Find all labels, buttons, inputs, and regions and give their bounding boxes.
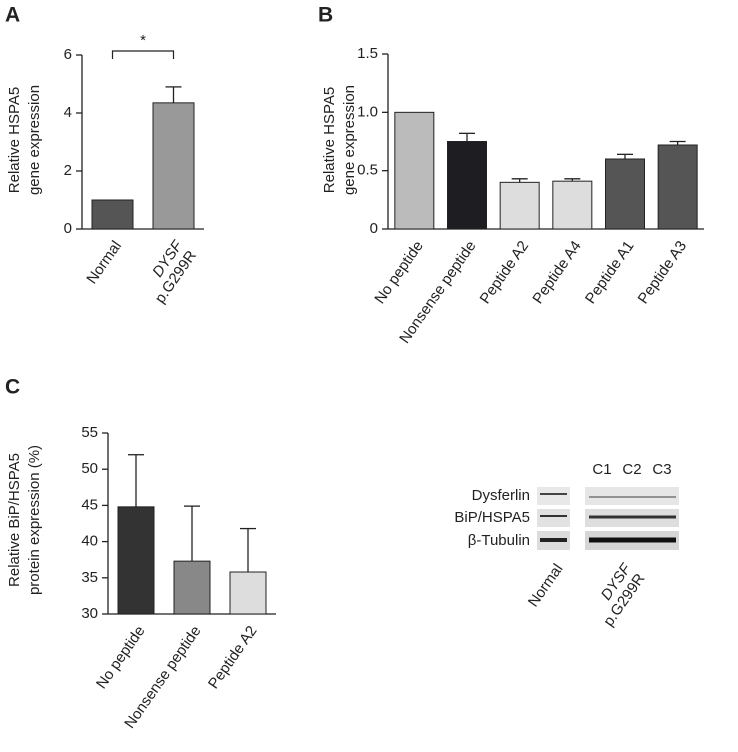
error-bar <box>165 86 182 103</box>
x-tick-label: Peptide A3 <box>635 238 691 307</box>
error-bar <box>669 140 686 145</box>
y-axis-label: gene expression <box>341 85 358 195</box>
blot-row-label: BiP/HSPA5 <box>454 509 530 526</box>
error-bar <box>617 153 633 159</box>
bar <box>173 560 211 615</box>
blot-lane-label: C3 <box>652 461 671 478</box>
bar <box>552 180 593 230</box>
x-tick-label: No peptide <box>371 238 427 307</box>
blot-band <box>537 487 570 505</box>
panel-label: A <box>5 4 20 27</box>
bar <box>91 199 134 230</box>
y-tick-label: 0 <box>64 220 72 237</box>
bar <box>447 141 487 230</box>
y-tick-label: 1.0 <box>357 103 378 120</box>
x-tick-label: Normal <box>83 238 125 287</box>
error-bar <box>564 178 581 182</box>
y-tick-label: 0 <box>370 220 378 237</box>
x-tick-label: No peptide <box>93 623 149 692</box>
y-axis-label: Relative HSPA5 <box>6 87 23 193</box>
y-tick-label: 35 <box>81 569 98 586</box>
y-tick-label: 6 <box>64 46 72 63</box>
error-bar <box>184 505 200 562</box>
y-axis-label: Relative BiP/HSPA5 <box>6 453 23 587</box>
y-tick-label: 45 <box>81 496 98 513</box>
y-tick-label: 55 <box>81 424 98 441</box>
bar <box>117 506 155 615</box>
blot-lane-label: C2 <box>622 461 641 478</box>
y-axis-label: Relative HSPA5 <box>321 87 338 193</box>
error-bar <box>128 454 144 507</box>
y-tick-label: 30 <box>81 605 98 622</box>
y-tick-label: 2 <box>64 162 72 179</box>
y-tick-label: 1.5 <box>357 45 378 62</box>
significance-bracket <box>111 50 175 59</box>
blot-row-label: Dysferlin <box>472 487 530 504</box>
y-tick-label: 4 <box>64 104 72 121</box>
panel-label: C <box>5 376 20 399</box>
y-axis-label: protein expression (%) <box>26 445 43 595</box>
bar <box>394 111 435 230</box>
blot-lane-label: C1 <box>592 461 611 478</box>
western-blot <box>537 487 679 550</box>
significance-label: * <box>140 32 146 49</box>
x-tick-label: Peptide A2 <box>477 238 533 307</box>
blot-band <box>585 487 679 505</box>
y-tick-label: 50 <box>81 460 98 477</box>
blot-band <box>537 509 570 527</box>
bar <box>657 144 698 230</box>
x-tick-label: Peptide A1 <box>582 238 638 307</box>
x-tick-label: Peptide A4 <box>529 238 585 307</box>
bar <box>499 181 540 230</box>
x-tick-label: DYSFp.G299R <box>138 237 201 306</box>
blot-row-label: β-Tubulin <box>468 532 530 549</box>
error-bar <box>240 527 256 573</box>
x-tick-label: Peptide A2 <box>205 623 261 692</box>
error-bar <box>459 132 475 142</box>
bar <box>152 102 195 230</box>
y-tick-label: 40 <box>81 533 98 550</box>
bar <box>605 158 645 230</box>
y-tick-label: 0.5 <box>357 162 378 179</box>
blot-group-label: DYSFp.G299R <box>586 560 649 629</box>
error-bar <box>511 178 528 183</box>
blot-group-label: Normal <box>525 561 567 610</box>
panel-label: B <box>318 4 333 27</box>
y-axis-label: gene expression <box>26 85 43 195</box>
bar <box>229 571 267 615</box>
